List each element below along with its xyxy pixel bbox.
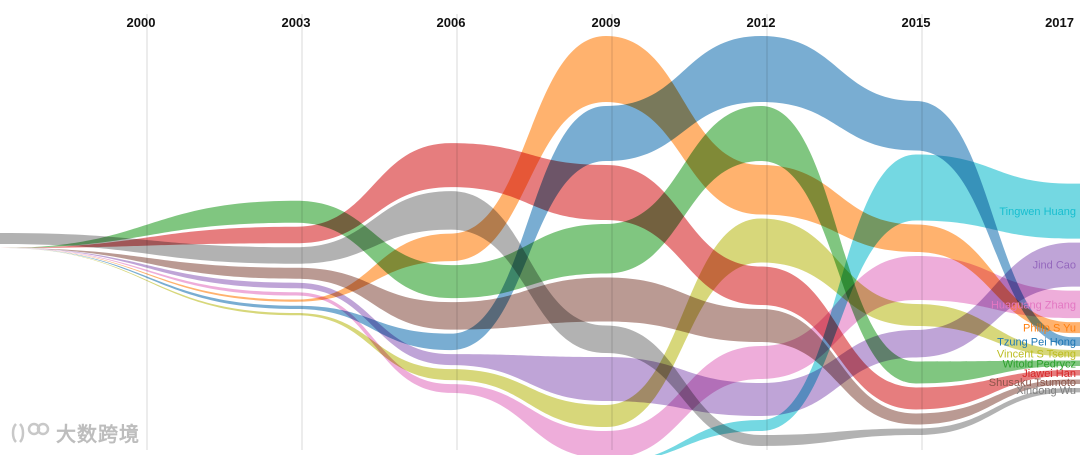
series-label-tzung-pei-hong: Tzung Pei Hong xyxy=(997,337,1076,349)
series-band-xindong-wu xyxy=(0,191,1080,446)
year-label-2009: 2009 xyxy=(592,15,621,30)
series-label-witold-pedrycz: Witold Pedrycz xyxy=(1003,358,1076,370)
year-label-2006: 2006 xyxy=(437,15,466,30)
series-band-vincent-s-tseng xyxy=(0,218,1080,427)
watermark: 大数跨境 xyxy=(10,418,140,447)
series-band-witold-pedrycz xyxy=(0,106,1080,384)
year-label-2015: 2015 xyxy=(902,15,931,30)
series-bands xyxy=(0,36,1080,455)
series-label-jiawei-han: Jiawei Han xyxy=(1022,368,1076,380)
series-label-jind-cao: Jind Cao xyxy=(1033,260,1076,272)
series-label-tingwen-huang: Tingwen Huang xyxy=(999,206,1076,218)
series-label-shusaku-tsumoto: Shusaku Tsumoto xyxy=(989,377,1076,389)
year-axis: 2000 2003 2006 2009 2012 2015 2017 xyxy=(127,15,1074,30)
year-label-2017: 2017 xyxy=(1045,15,1074,30)
watermark-logo-icon xyxy=(11,422,50,443)
series-label-vincent-s-tseng: Vincent S Tseng xyxy=(997,348,1076,360)
year-label-2012: 2012 xyxy=(747,15,776,30)
series-label-philip-s-yu: Philip S Yu xyxy=(1023,323,1076,335)
series-label-huaguang-zhang: Huaguang Zhang xyxy=(991,299,1076,311)
series-band-jiawei-han xyxy=(0,143,1080,410)
watermark-text: 大数跨境 xyxy=(56,422,140,446)
series-band-shusaku-tsumoto xyxy=(0,248,1080,425)
series-label-xindong-wu: Xindong Wu xyxy=(1016,385,1076,397)
series-labels: Tingwen Huang Jind Cao Huaguang Zhang Phili… xyxy=(989,206,1076,397)
year-label-2003: 2003 xyxy=(282,15,311,30)
series-band-jind-cao xyxy=(0,242,1080,416)
year-label-2000: 2000 xyxy=(127,15,156,30)
